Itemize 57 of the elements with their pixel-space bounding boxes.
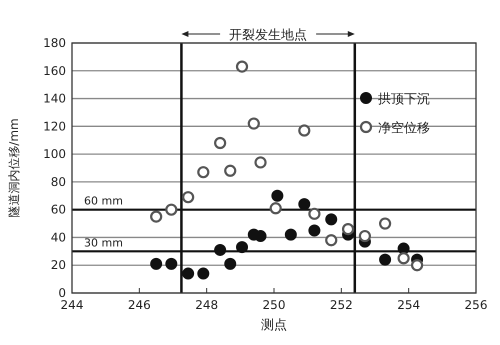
point	[165, 204, 178, 216]
x-tick-label: 254	[397, 298, 420, 312]
y-tick-label: 160	[43, 64, 66, 78]
point	[236, 60, 248, 73]
point	[270, 202, 282, 214]
y-tick-label: 180	[43, 36, 66, 50]
point	[410, 259, 424, 272]
point	[165, 258, 178, 270]
point	[224, 164, 236, 177]
point	[254, 156, 267, 169]
legend-label: 拱顶下沉	[378, 92, 430, 107]
point	[182, 268, 194, 280]
point	[308, 208, 320, 220]
point	[214, 136, 226, 150]
point	[150, 258, 162, 270]
point	[308, 224, 320, 236]
y-tick-label: 80	[50, 174, 66, 189]
y-tick-label: 60	[50, 202, 66, 217]
x-tick-label: 246	[128, 298, 151, 312]
point	[182, 191, 194, 204]
y-tick-label: 20	[50, 258, 66, 272]
ref-line-label: 60 mm	[84, 194, 123, 208]
point	[236, 241, 248, 254]
y-tick-label: 120	[43, 119, 66, 134]
point	[214, 244, 226, 256]
y-tick-label: 0	[58, 286, 66, 300]
point	[379, 217, 392, 230]
point	[197, 268, 210, 280]
legend-label: 净空位移	[378, 121, 430, 136]
point	[284, 228, 297, 241]
point	[298, 124, 310, 137]
point	[298, 198, 310, 210]
y-tick-label: 100	[43, 147, 66, 162]
point	[358, 230, 371, 242]
point	[271, 190, 284, 202]
y-tick-label: 140	[43, 92, 66, 106]
x-tick-label: 252	[330, 298, 353, 312]
point	[248, 117, 260, 130]
point	[150, 210, 162, 223]
point	[342, 223, 354, 236]
point	[325, 213, 338, 226]
text: 开裂发生地点	[229, 28, 308, 43]
point	[379, 254, 392, 266]
x-tick-label: 256	[464, 298, 488, 312]
point	[254, 230, 267, 242]
point	[197, 166, 210, 178]
point	[325, 234, 338, 246]
point	[224, 258, 236, 270]
x-tick-label: 250	[262, 298, 286, 312]
ref-line-label: 30 mm	[84, 236, 123, 250]
x-tick-label: 248	[195, 298, 218, 312]
point	[398, 242, 410, 255]
x-axis-title: 测点	[261, 318, 287, 333]
point	[398, 252, 410, 264]
x-tick-label: 244	[60, 298, 84, 312]
y-tick-label: 40	[50, 230, 66, 244]
y-axis-title: 隧道洞内位移/mm	[7, 118, 21, 218]
